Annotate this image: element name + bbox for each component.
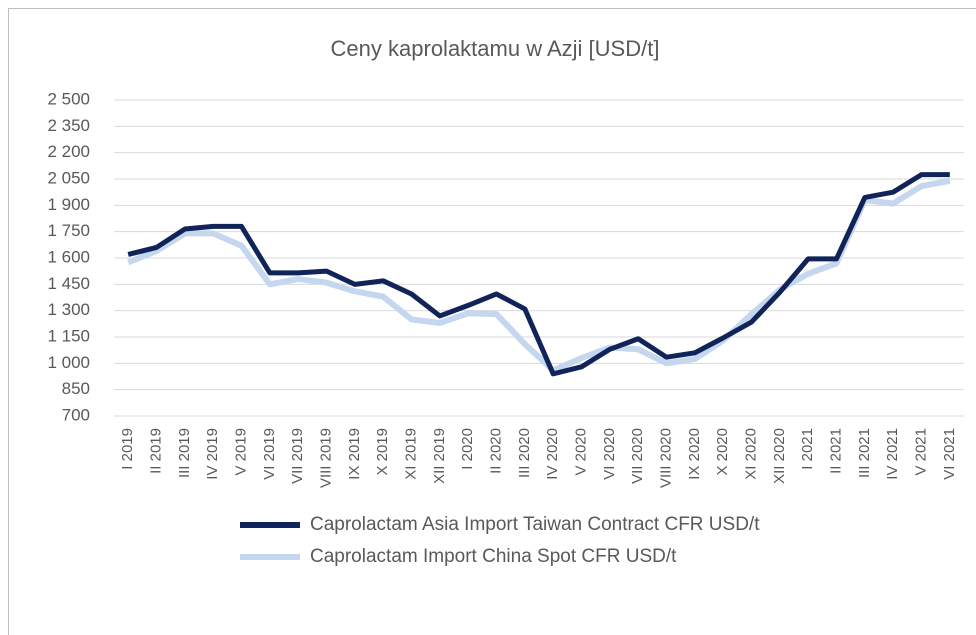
y-tick-label: 2 200 <box>47 142 90 161</box>
x-tick-label: IV 2021 <box>884 428 901 480</box>
x-tick-label: V 2020 <box>572 428 589 476</box>
x-tick-label: II 2020 <box>487 428 504 474</box>
x-tick-label: I 2021 <box>799 428 816 470</box>
legend: Caprolactam Asia Import Taiwan Contract … <box>240 512 780 576</box>
legend-label: Caprolactam Import China Spot CFR USD/t <box>310 546 677 567</box>
x-tick-label: XI 2020 <box>742 428 759 480</box>
x-tick-label: VI 2019 <box>261 428 278 480</box>
x-tick-label: VIII 2019 <box>317 428 334 488</box>
x-tick-label: IX 2019 <box>346 428 363 480</box>
y-tick-label: 850 <box>62 379 90 398</box>
y-tick-label: 700 <box>62 405 90 424</box>
legend-item: Caprolactam Import China Spot CFR USD/t <box>240 544 780 570</box>
legend-label: Caprolactam Asia Import Taiwan Contract … <box>310 514 760 535</box>
x-tick-label: VII 2020 <box>629 428 646 484</box>
x-tick-label: III 2019 <box>176 428 193 478</box>
legend-swatch <box>240 522 300 528</box>
x-tick-label: VIII 2020 <box>657 428 674 488</box>
x-tick-label: I 2020 <box>459 428 476 470</box>
x-tick-label: III 2020 <box>516 428 533 478</box>
x-tick-label: IX 2020 <box>686 428 703 480</box>
y-tick-label: 1 750 <box>47 221 90 240</box>
x-tick-label: XII 2019 <box>431 428 448 484</box>
x-tick-label: XI 2019 <box>402 428 419 480</box>
series-line <box>127 177 951 374</box>
x-tick-label: VI 2020 <box>601 428 618 480</box>
legend-swatch <box>240 554 300 560</box>
y-tick-label: 1 000 <box>47 353 90 372</box>
x-tick-label: VI 2021 <box>941 428 958 480</box>
x-tick-label: XII 2020 <box>771 428 788 484</box>
y-tick-label: 2 500 <box>47 89 90 108</box>
x-tick-label: IV 2020 <box>544 428 561 480</box>
y-tick-label: 1 300 <box>47 300 90 319</box>
x-tick-label: X 2020 <box>714 428 731 476</box>
y-tick-label: 1 600 <box>47 247 90 266</box>
x-tick-label: III 2021 <box>856 428 873 478</box>
x-tick-label: X 2019 <box>374 428 391 476</box>
chart-border <box>8 8 976 635</box>
y-tick-label: 2 350 <box>47 116 90 135</box>
y-tick-label: 2 050 <box>47 168 90 187</box>
chart-title: Ceny kaprolaktamu w Azji [USD/t] <box>331 36 660 61</box>
x-tick-label: II 2021 <box>827 428 844 474</box>
y-tick-label: 1 900 <box>47 195 90 214</box>
x-tick-label: V 2019 <box>232 428 249 476</box>
y-tick-label: 1 150 <box>47 326 90 345</box>
y-tick-label: 1 450 <box>47 274 90 293</box>
x-tick-label: V 2021 <box>912 428 929 476</box>
series-line <box>127 172 950 377</box>
x-tick-label: VII 2019 <box>289 428 306 484</box>
x-tick-label: I 2019 <box>119 428 136 470</box>
x-tick-label: II 2019 <box>147 428 164 474</box>
legend-item: Caprolactam Asia Import Taiwan Contract … <box>240 512 780 538</box>
x-tick-label: IV 2019 <box>204 428 221 480</box>
